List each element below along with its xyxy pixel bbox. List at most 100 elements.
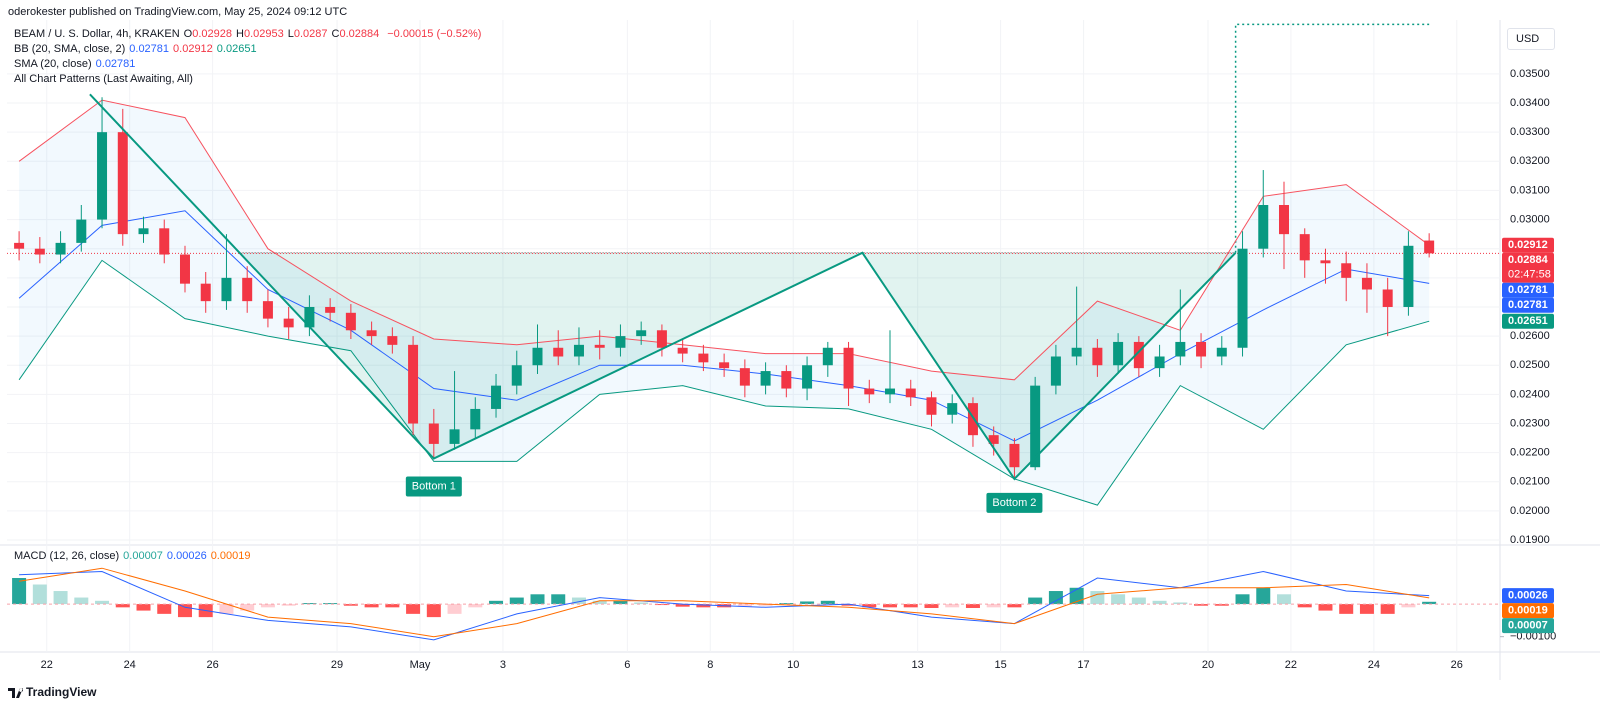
candle-body (1258, 205, 1269, 249)
macd-histogram-bar (1276, 594, 1291, 605)
price-tag: 0.00019 (1508, 605, 1548, 617)
ohlc: O0.02928 H0.02953 L0.0287 C0.02884 (184, 28, 384, 40)
macd-histogram-bar (1152, 600, 1167, 605)
macd-histogram-bar (883, 604, 898, 608)
x-tick-label: 22 (41, 659, 53, 671)
candle-body (1175, 341, 1186, 357)
y-tick-label: 0.03000 (1510, 213, 1550, 225)
publisher: oderokester published on TradingView.com… (8, 6, 348, 18)
candle-body (1341, 263, 1352, 278)
x-tick-label: 24 (1368, 659, 1380, 671)
candle-body (366, 330, 377, 337)
macd-histogram-bar (1173, 602, 1188, 605)
macd-histogram-bar (53, 591, 68, 605)
candle-body (138, 228, 149, 235)
footer-logo: TradingView (8, 685, 96, 699)
candle-body (636, 330, 647, 337)
macd-histogram-bar (779, 603, 794, 605)
candle-body (1154, 356, 1165, 369)
candle-body (698, 353, 709, 363)
macd-histogram-bar (426, 604, 441, 618)
x-tick-label: May (410, 659, 431, 671)
candle-body (1113, 341, 1124, 366)
sma-value: 0.02781 (95, 58, 136, 70)
candle-body (781, 371, 792, 389)
macd-histogram-bar (1194, 604, 1209, 606)
candle-body (1009, 443, 1020, 468)
macd-histogram-bar (115, 604, 130, 608)
bb-legend: BB (20, SMA, close, 2) 0.02781 0.02912 0.02… (14, 42, 261, 56)
macd-label: MACD (12, 26, close) (14, 550, 120, 562)
macd-histogram-bar (1090, 591, 1105, 605)
candle-body (242, 277, 253, 302)
candle-body (1237, 248, 1248, 348)
candle-body (387, 336, 398, 345)
x-tick-label: 13 (912, 659, 924, 671)
x-tick-label: 15 (994, 659, 1006, 671)
candle-body (822, 347, 833, 366)
candle-body (760, 371, 771, 386)
ohlc-key: H (236, 28, 244, 40)
candle-body (926, 397, 937, 415)
candle-body (719, 362, 730, 369)
price-tag-bg (1502, 603, 1554, 619)
bb-upper-value: 0.02912 (173, 43, 213, 55)
candle-body (739, 368, 750, 386)
sma-label: SMA (20, close) (14, 58, 92, 70)
candle-body (677, 347, 688, 354)
price-tag-bg (1502, 237, 1554, 253)
candle-body (615, 336, 626, 348)
bb-upper-line (18, 99, 1430, 381)
candle-body (325, 306, 336, 313)
macd-histogram-bar (489, 600, 504, 605)
candle-body (1030, 385, 1041, 468)
bb-label: BB (20, SMA, close, 2) (14, 43, 126, 55)
y-tick-label: 0.02200 (1510, 447, 1550, 459)
macd-histogram-bar (260, 604, 275, 608)
price-tag: 0.02781 (1508, 284, 1548, 296)
candle-body (1216, 347, 1227, 357)
macd-y-tick-label: −0.00100 (1510, 631, 1556, 643)
y-tick-label: 0.02500 (1510, 359, 1550, 371)
macd-histogram-bar (385, 604, 400, 608)
candle-body (345, 312, 356, 331)
macd-line (19, 570, 1430, 641)
x-tick-label: 24 (124, 659, 136, 671)
candle-body (656, 330, 667, 348)
macd-histogram-bar (406, 604, 421, 614)
candle-body (1092, 347, 1103, 366)
currency-button[interactable]: USD (1507, 28, 1555, 50)
macd-histogram-bar (1111, 594, 1126, 605)
price-tag-bg (1502, 252, 1554, 283)
candle-body (179, 254, 190, 284)
candle-body (491, 385, 502, 409)
x-tick-label: 26 (1451, 659, 1463, 671)
candle-body (55, 242, 66, 255)
logo-icon (8, 687, 24, 698)
pattern-label: Bottom 1 (412, 480, 456, 492)
candle-body (947, 403, 958, 415)
macd-histogram-bar (737, 604, 752, 607)
symbol-title: BEAM / U. S. Dollar, 4h, KRAKEN (14, 28, 180, 40)
macd-histogram-bar (634, 602, 649, 605)
target-line (1234, 23, 1430, 253)
candle-body (553, 347, 564, 357)
macd-histogram-bar (343, 604, 358, 606)
y-tick-label: 0.03500 (1510, 68, 1550, 80)
macd-histogram-bar (1422, 601, 1437, 605)
ohlc-key: C (331, 28, 340, 40)
candle-body (1133, 341, 1144, 369)
ohlc-value: 0.0287 (293, 28, 328, 40)
candle-body (988, 435, 999, 444)
macd-histogram-bar (571, 597, 586, 605)
price-tag: 0.02912 (1508, 239, 1548, 251)
candle-body (283, 318, 294, 328)
candle-body (967, 403, 978, 436)
x-tick-label: 17 (1077, 659, 1089, 671)
price-tag: 0.00007 (1508, 620, 1548, 632)
macd-histogram-bar (447, 604, 462, 614)
macd-histogram-bar (1235, 594, 1250, 605)
candle-body (1361, 277, 1372, 290)
signal-line (19, 567, 1430, 638)
